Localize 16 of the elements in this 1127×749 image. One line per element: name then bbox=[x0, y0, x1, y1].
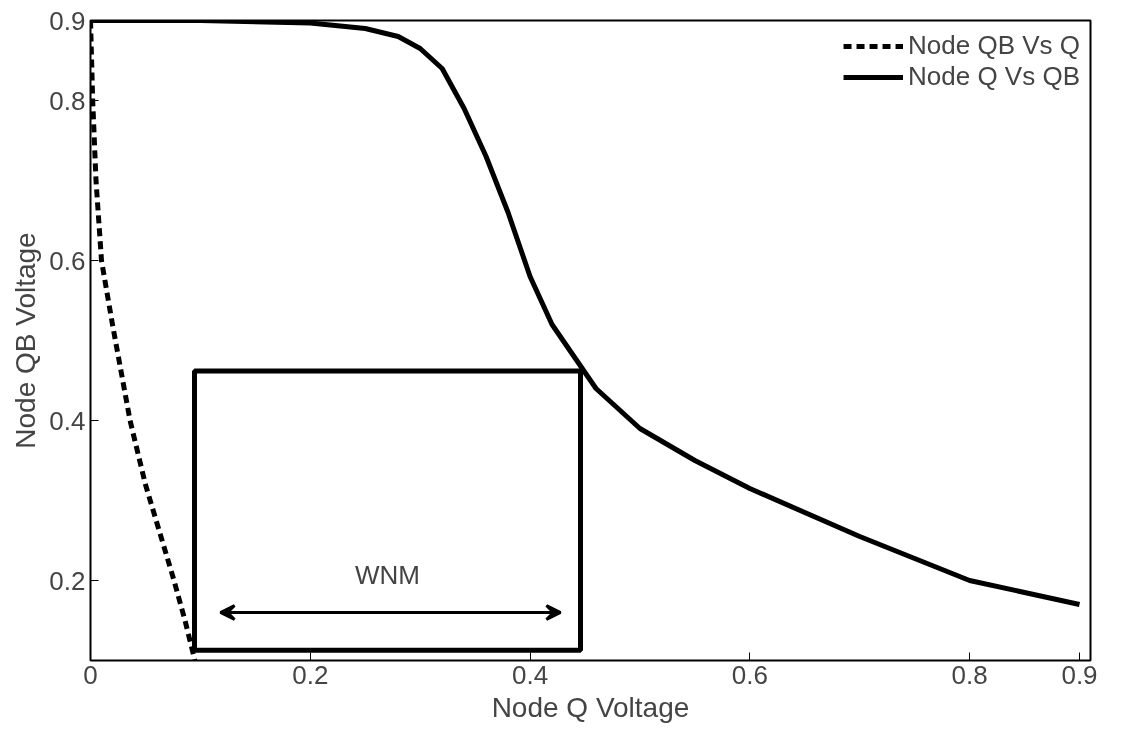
y-axis-title: Node QB Voltage bbox=[10, 232, 42, 449]
y-tick-label: 0.9 bbox=[49, 5, 86, 36]
y-tick-label: 0.6 bbox=[49, 245, 86, 276]
y-tick-label: 0.2 bbox=[49, 565, 86, 596]
x-tick-label: 0 bbox=[83, 659, 98, 690]
y-tick-label: 0.8 bbox=[49, 85, 86, 116]
legend-label: Node Q Vs QB bbox=[908, 61, 1080, 92]
annotation: WNM bbox=[355, 560, 420, 591]
x-axis-title: Node Q Voltage bbox=[491, 691, 690, 723]
x-tick-label: 0.2 bbox=[292, 659, 329, 690]
legend-label: Node QB Vs Q bbox=[908, 30, 1080, 61]
y-tick-label: 0.4 bbox=[49, 405, 86, 436]
x-tick-label: 0.9 bbox=[1061, 659, 1098, 690]
x-tick-label: 0.4 bbox=[511, 659, 549, 690]
x-tick-label: 0.8 bbox=[951, 659, 988, 690]
x-tick-label: 0.6 bbox=[731, 659, 768, 690]
